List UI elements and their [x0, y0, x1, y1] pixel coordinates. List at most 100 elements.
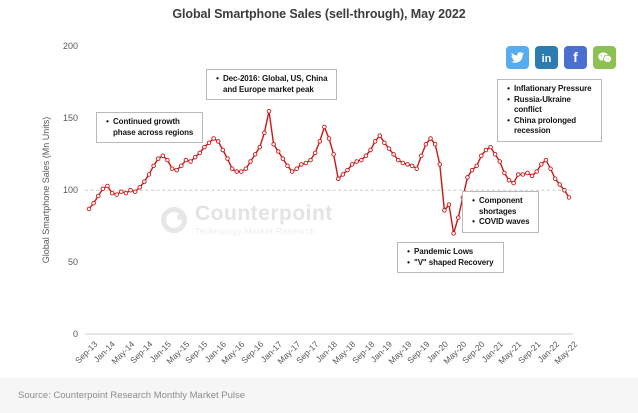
- data-point-marker: [515, 172, 521, 177]
- data-point-marker: [511, 180, 516, 186]
- data-point-marker: [215, 139, 221, 144]
- bullet-icon: •: [216, 74, 219, 83]
- data-point-marker: [345, 167, 350, 173]
- data-point-marker: [95, 193, 101, 199]
- chart-title: Global Smartphone Sales (sell-through), …: [172, 7, 466, 21]
- wechat-share-button[interactable]: [593, 46, 616, 69]
- data-point-marker: [326, 136, 332, 141]
- data-point-marker: [179, 163, 184, 169]
- twitter-icon: [511, 51, 524, 64]
- annotation-continued-growth: • Continued growth phase across regions: [96, 112, 204, 144]
- bullet-icon: •: [407, 257, 410, 267]
- data-point-marker: [197, 150, 203, 156]
- data-point-marker: [220, 147, 226, 153]
- data-point-marker: [349, 162, 355, 167]
- data-point-marker: [525, 170, 530, 176]
- data-point-marker: [299, 162, 304, 167]
- annotation-text-line: Dec-2016: Global, US, China: [223, 74, 328, 83]
- data-point-marker: [552, 176, 558, 181]
- data-point-marker: [137, 185, 143, 190]
- data-point-marker: [405, 162, 410, 167]
- data-point-marker: [202, 144, 207, 150]
- data-point-marker: [312, 150, 318, 156]
- data-point-marker: [169, 166, 175, 171]
- data-point-marker: [539, 162, 544, 167]
- data-point-marker: [386, 146, 392, 151]
- data-point-marker: [474, 163, 479, 169]
- data-point-marker: [442, 208, 447, 213]
- data-point-marker: [308, 157, 313, 163]
- data-point-marker: [377, 133, 383, 138]
- data-point-marker: [151, 163, 156, 169]
- y-tick-label: 150: [62, 112, 78, 123]
- bullet-icon: •: [407, 247, 410, 256]
- data-point-marker: [252, 152, 258, 157]
- data-point-marker: [409, 163, 415, 169]
- data-point-marker: [488, 144, 493, 150]
- data-point-marker: [543, 157, 549, 163]
- annotation-text-line: Component: [479, 196, 523, 205]
- data-point-marker: [331, 152, 336, 157]
- y-tick-label: 200: [62, 41, 78, 51]
- data-point-marker: [142, 179, 147, 184]
- facebook-icon: f: [573, 48, 578, 65]
- data-point-marker: [271, 141, 276, 147]
- data-point-marker: [455, 215, 461, 220]
- annotation-text-line: shortages: [479, 206, 517, 216]
- data-point-marker: [335, 176, 341, 181]
- data-point-marker: [160, 153, 166, 158]
- annotation-text-line: China prolonged: [514, 115, 577, 125]
- annotation-text-line: and Europe market peak: [223, 84, 314, 94]
- data-point-marker: [400, 160, 406, 166]
- linkedin-share-button[interactable]: in: [535, 46, 558, 69]
- data-point-marker: [303, 160, 309, 166]
- data-point-marker: [354, 159, 359, 164]
- data-point-marker: [419, 153, 424, 158]
- footer-strip: [0, 378, 638, 413]
- data-point-marker: [322, 124, 327, 130]
- data-point-marker: [174, 167, 179, 173]
- data-point-marker: [225, 156, 230, 161]
- data-point-marker: [492, 152, 498, 157]
- data-point-marker: [451, 231, 456, 236]
- data-point-marker: [548, 166, 553, 171]
- data-point-marker: [229, 166, 235, 171]
- twitter-share-button[interactable]: [506, 46, 529, 69]
- data-point-marker: [211, 136, 216, 141]
- data-point-marker: [423, 141, 429, 147]
- data-point-marker: [243, 166, 249, 171]
- data-point-marker: [557, 182, 563, 187]
- counterpoint-logo-icon: [161, 206, 187, 233]
- annotation-text-line: Continued growth: [113, 117, 180, 126]
- y-tick-label: 100: [62, 184, 78, 195]
- data-point-marker: [395, 157, 401, 163]
- data-point-marker: [86, 206, 92, 212]
- annotation-text-line: "V" shaped Recovery: [414, 257, 494, 267]
- data-point-marker: [192, 154, 198, 160]
- annotation-text-line: Inflationary Pressure: [514, 84, 592, 93]
- linkedin-icon: in: [541, 52, 552, 65]
- data-point-marker: [119, 189, 124, 194]
- bullet-icon: •: [472, 196, 475, 205]
- data-point-marker: [183, 157, 189, 163]
- data-point-marker: [414, 166, 419, 171]
- annotation-dec-2016-peak: • Dec-2016: Global, US, China and Europe m…: [206, 69, 338, 101]
- data-point-marker: [391, 152, 396, 157]
- data-point-marker: [206, 140, 212, 146]
- bullet-icon: •: [106, 117, 109, 126]
- annotation-text-line: Pandemic Lows: [414, 247, 474, 256]
- data-point-marker: [114, 192, 119, 197]
- social-share-buttons: in f: [506, 46, 616, 69]
- facebook-share-button[interactable]: f: [564, 46, 587, 69]
- y-tick-label: 0: [72, 328, 78, 339]
- data-point-marker: [446, 202, 452, 207]
- data-point-marker: [91, 200, 96, 206]
- data-point-marker: [155, 156, 161, 161]
- source-note: Source: Counterpoint Research Monthly Ma…: [18, 390, 246, 401]
- data-point-marker: [497, 159, 503, 164]
- data-point-marker: [234, 169, 239, 174]
- data-point-marker: [262, 130, 267, 135]
- data-point-marker: [146, 172, 152, 177]
- data-point-marker: [502, 170, 507, 176]
